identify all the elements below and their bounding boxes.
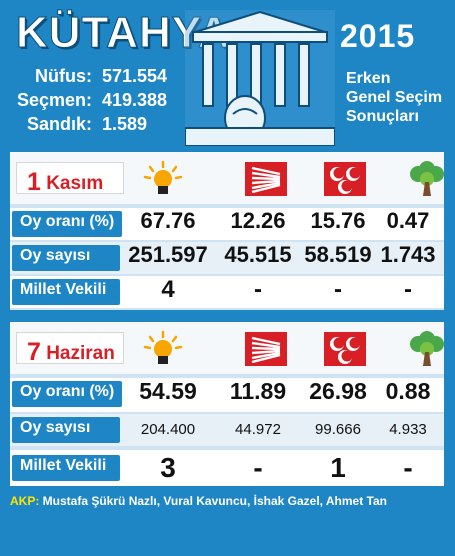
row-label: Oy sayısı: [12, 417, 120, 443]
value-cell: 58.519: [304, 242, 372, 267]
value-cell: -: [404, 276, 412, 303]
value-cell: 26.98: [309, 378, 367, 404]
header: KÜTAHYA 2015 Erken Genel Seçim Sonuçları…: [0, 0, 455, 150]
stat-secmen: Seçmen: 419.388: [10, 90, 210, 112]
subtitle-line-3: Sonuçları: [346, 108, 419, 125]
value-cell: 67.76: [140, 208, 196, 233]
date-label: 7 Haziran: [16, 332, 124, 366]
hdp-tree-icon: [410, 331, 444, 366]
stat-label: Sandık:: [26, 114, 92, 134]
hdp-tree-icon: [410, 161, 444, 196]
value-cell: 99.666: [315, 421, 361, 438]
value-cell: 0.88: [385, 378, 431, 404]
chp-six-arrows-icon: [245, 162, 287, 196]
stat-nufus: Nüfus: 571.554: [10, 66, 210, 88]
value-cell: 15.76: [310, 208, 366, 233]
table-header: 1 Kasım: [10, 152, 444, 204]
date-label: 1 Kasım: [16, 162, 124, 196]
date-number: 7: [27, 338, 41, 366]
value-cell: 4: [161, 276, 175, 303]
stat-value: 571.554: [102, 66, 168, 86]
date-word: Haziran: [46, 343, 115, 364]
value-cell: -: [334, 276, 342, 303]
footnote-party-key: AKP:: [10, 494, 40, 508]
value-cell: -: [254, 276, 262, 303]
value-cell: 44.972: [235, 421, 281, 438]
value-cell: 45.515: [224, 242, 292, 267]
value-cell: 251.597: [128, 242, 208, 267]
elected-mps-footnote: AKP: Mustafa Şükrü Nazlı, Vural Kavuncu,…: [10, 494, 387, 508]
row-millet-vekili: Millet Vekili 4 - - -: [10, 276, 444, 308]
stat-value: 419.388: [102, 90, 168, 110]
stat-label: Seçmen:: [16, 90, 92, 110]
value-cell: 11.89: [229, 378, 287, 404]
row-oy-sayisi: Oy sayısı 204.400 44.972 99.666 4.933: [10, 414, 444, 446]
row-oy-sayisi: Oy sayısı 251.597 45.515 58.519 1.743: [10, 242, 444, 274]
row-label: Oy oranı (%): [12, 211, 123, 237]
row-oy-orani: Oy oranı (%) 67.76 12.26 15.76 0.47: [10, 208, 444, 240]
mhp-three-crescents-icon: [324, 162, 366, 196]
value-cell: -: [403, 452, 413, 483]
subtitle-line-2: Genel Seçim: [346, 89, 443, 106]
footnote-names: Mustafa Şükrü Nazlı, Vural Kavuncu, İsha…: [39, 494, 387, 508]
table-header: 7 Haziran: [10, 322, 444, 374]
stat-sandik: Sandık: 1.589: [10, 114, 210, 136]
row-millet-vekili: Millet Vekili 3 - 1 -: [10, 450, 444, 486]
subtitle-line-1: Erken: [346, 70, 391, 87]
value-cell: 4.933: [389, 421, 427, 438]
value-cell: 1.743: [380, 242, 436, 267]
akp-bulb-icon: [143, 330, 183, 364]
date-word: Kasım: [46, 173, 104, 194]
year-label: 2015: [340, 18, 416, 54]
stat-value: 1.589: [102, 114, 148, 134]
date-number: 1: [27, 168, 41, 196]
row-label: Oy sayısı: [12, 245, 120, 271]
chp-six-arrows-icon: [245, 332, 287, 366]
value-cell: 12.26: [230, 208, 286, 233]
value-cell: 1: [330, 452, 346, 483]
value-cell: 54.59: [139, 378, 197, 404]
value-cell: 204.400: [140, 421, 196, 438]
results-table-june: 7 Haziran: [8, 320, 446, 488]
results-table-november: 1 Kasım: [8, 150, 446, 312]
akp-bulb-icon: [143, 160, 183, 194]
row-label: Millet Vekili: [12, 455, 120, 481]
row-label: Oy oranı (%): [12, 381, 123, 407]
mhp-three-crescents-icon: [324, 332, 366, 366]
row-oy-orani: Oy oranı (%) 54.59 11.89 26.98 0.88: [10, 378, 444, 412]
row-label: Millet Vekili: [12, 279, 120, 305]
stat-label: Nüfus:: [35, 66, 92, 86]
value-cell: -: [253, 452, 263, 483]
value-cell: 0.47: [386, 208, 430, 233]
temple-ruins-illustration: [185, 10, 335, 146]
value-cell: 3: [160, 452, 176, 483]
